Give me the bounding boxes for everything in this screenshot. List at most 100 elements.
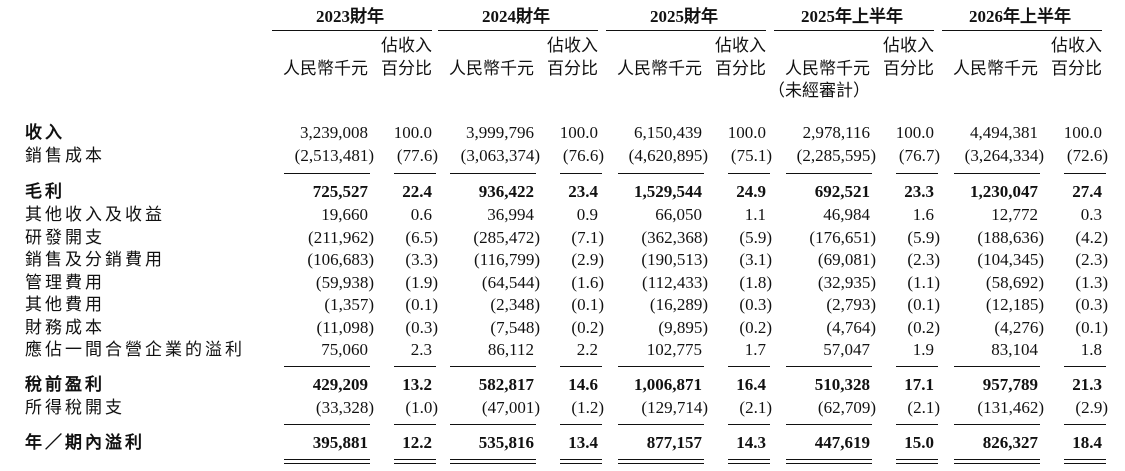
amount-cell: (33,328) (315, 398, 374, 417)
pct-header: 百分比 (547, 59, 598, 78)
rule (618, 459, 704, 460)
rule (560, 424, 602, 425)
rule (786, 173, 872, 174)
amount-cell: 582,817 (478, 375, 534, 394)
amount-cell: (176,651) (809, 228, 876, 247)
amount-cell: 4,494,381 (970, 123, 1038, 142)
percent-cell: 100.0 (895, 123, 934, 142)
row-label: 毛利 (25, 182, 65, 201)
percent-cell: 100.0 (1063, 123, 1102, 142)
percent-cell: 0.9 (576, 205, 598, 224)
amount-cell: (188,636) (977, 228, 1044, 247)
amount-cell: (4,764) (826, 318, 876, 337)
rule (438, 30, 598, 31)
amount-cell: (362,368) (641, 228, 708, 247)
rule (618, 424, 704, 425)
amount-cell: 535,816 (478, 433, 534, 452)
percent-cell: 23.3 (904, 182, 934, 201)
rule (618, 366, 704, 367)
amount-cell: 957,789 (982, 375, 1038, 394)
amount-cell: 46,984 (823, 205, 870, 224)
amount-cell: 102,775 (646, 340, 702, 359)
row-label: 年／期內溢利 (25, 433, 145, 452)
percent-cell: (5.9) (739, 228, 772, 247)
percent-cell: 21.3 (1072, 375, 1102, 394)
amount-cell: (4,620,895) (628, 146, 708, 165)
rule (560, 173, 602, 174)
row-label: 銷售及分銷費用 (25, 250, 165, 269)
amount-cell: (32,935) (817, 273, 876, 292)
percent-cell: (2.1) (907, 398, 940, 417)
amount-cell: (190,513) (641, 250, 708, 269)
percent-cell: (7.1) (571, 228, 604, 247)
percent-cell: (6.5) (405, 228, 438, 247)
unit-header: 人民幣千元 (785, 59, 870, 78)
percent-cell: (0.3) (405, 318, 438, 337)
amount-cell: 36,994 (487, 205, 534, 224)
rule (954, 463, 1040, 464)
percent-cell: 13.2 (402, 375, 432, 394)
percent-cell: 15.0 (904, 433, 934, 452)
percent-cell: 100.0 (727, 123, 766, 142)
rule (284, 463, 370, 464)
percent-cell: (5.9) (907, 228, 940, 247)
amount-cell: 75,060 (321, 340, 368, 359)
amount-cell: (2,285,595) (796, 146, 876, 165)
rule (284, 424, 370, 425)
percent-cell: (76.6) (562, 146, 604, 165)
amount-cell: 83,104 (991, 340, 1038, 359)
pct-header: 百分比 (381, 59, 432, 78)
rule (728, 424, 770, 425)
rule (896, 173, 938, 174)
rule (774, 30, 934, 31)
percent-cell: (1.2) (571, 398, 604, 417)
amount-cell: (16,289) (649, 295, 708, 314)
amount-cell: (3,063,374) (460, 146, 540, 165)
percent-cell: 18.4 (1072, 433, 1102, 452)
rule (954, 424, 1040, 425)
amount-cell: (1,357) (324, 295, 374, 314)
amount-cell: (64,544) (481, 273, 540, 292)
percent-cell: (76.7) (898, 146, 940, 165)
unit-header: 人民幣千元 (953, 59, 1038, 78)
percent-cell: 2.2 (576, 340, 598, 359)
percent-cell: (3.3) (405, 250, 438, 269)
amount-cell: (9,895) (658, 318, 708, 337)
rule (618, 463, 704, 464)
percent-cell: (3.1) (739, 250, 772, 269)
rule (394, 424, 436, 425)
amount-cell: (69,081) (817, 250, 876, 269)
percent-cell: 24.9 (736, 182, 766, 201)
amount-cell: 3,999,796 (466, 123, 534, 142)
row-label: 應佔一間合營企業的溢利 (25, 340, 245, 359)
column-period: 2024財年 (482, 7, 550, 26)
percent-cell: 1.1 (744, 205, 766, 224)
pct-header: 佔收入 (547, 36, 598, 55)
amount-cell: 395,881 (312, 433, 368, 452)
amount-cell: (58,692) (985, 273, 1044, 292)
rule (618, 173, 704, 174)
rule (896, 424, 938, 425)
pct-header: 佔收入 (381, 36, 432, 55)
amount-cell: 19,660 (321, 205, 368, 224)
rule (560, 459, 602, 460)
amount-cell: 1,529,544 (634, 182, 702, 201)
amount-cell: (62,709) (817, 398, 876, 417)
rule (284, 366, 370, 367)
row-label: 研發開支 (25, 228, 105, 247)
percent-cell: (0.2) (907, 318, 940, 337)
percent-cell: (1.9) (405, 273, 438, 292)
percent-cell: (0.1) (1075, 318, 1108, 337)
amount-cell: (2,348) (490, 295, 540, 314)
percent-cell: (0.1) (571, 295, 604, 314)
column-period: 2026年上半年 (969, 7, 1071, 26)
unit-header: 人民幣千元 (449, 59, 534, 78)
percent-cell: (2.9) (1075, 398, 1108, 417)
amount-cell: (285,472) (473, 228, 540, 247)
amount-cell: 3,239,008 (300, 123, 368, 142)
rule (450, 463, 536, 464)
column-period: 2025財年 (650, 7, 718, 26)
amount-cell: (4,276) (994, 318, 1044, 337)
amount-cell: (3,264,334) (964, 146, 1044, 165)
rule (394, 463, 436, 464)
